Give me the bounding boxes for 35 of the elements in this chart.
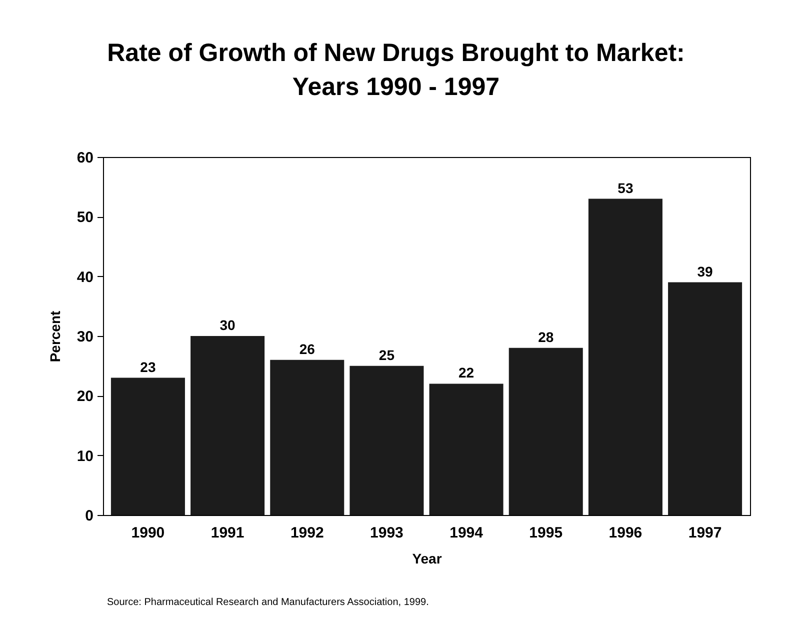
source-note: Source: Pharmaceutical Research and Manufacturers Association, 1999.	[107, 597, 429, 608]
x-tick-label: 1994	[450, 524, 484, 542]
data-label: 39	[697, 263, 714, 280]
y-tick-label: 30	[76, 328, 94, 346]
bar	[350, 366, 424, 515]
bar	[429, 384, 504, 515]
chart-title: Rate of Growth of New Drugs Brought to Market: Years 1990 - 1997	[106, 38, 686, 103]
bar	[588, 198, 662, 515]
data-label: 23	[140, 358, 156, 375]
bar	[270, 360, 344, 515]
x-tick-label: 1995	[529, 524, 563, 542]
x-tick-label: 1996	[608, 524, 642, 542]
bar	[508, 348, 583, 515]
bar	[190, 336, 265, 515]
y-tick-label: 20	[76, 388, 94, 406]
data-label: 22	[458, 364, 474, 381]
data-label: 25	[378, 346, 395, 363]
y-tick-label: 40	[76, 268, 94, 286]
x-tick-label: 1992	[290, 524, 324, 542]
y-tick-label: 60	[76, 150, 94, 166]
data-label: 28	[538, 328, 554, 345]
x-axis-title: Year	[412, 550, 442, 566]
data-label: 53	[618, 180, 634, 196]
x-tick-label: 1991	[210, 524, 244, 542]
x-tick-label: 1997	[688, 524, 722, 542]
bar	[110, 378, 185, 515]
data-label: 26	[299, 340, 316, 357]
y-tick-label: 10	[76, 448, 94, 465]
bar	[668, 282, 742, 515]
x-tick-label: 1990	[131, 524, 165, 542]
x-tick-label: 1993	[370, 524, 404, 542]
data-label: 30	[220, 317, 236, 333]
y-tick-label: 0	[85, 508, 94, 524]
y-axis-title: Percent	[46, 310, 63, 362]
y-tick-label: 50	[76, 209, 94, 226]
